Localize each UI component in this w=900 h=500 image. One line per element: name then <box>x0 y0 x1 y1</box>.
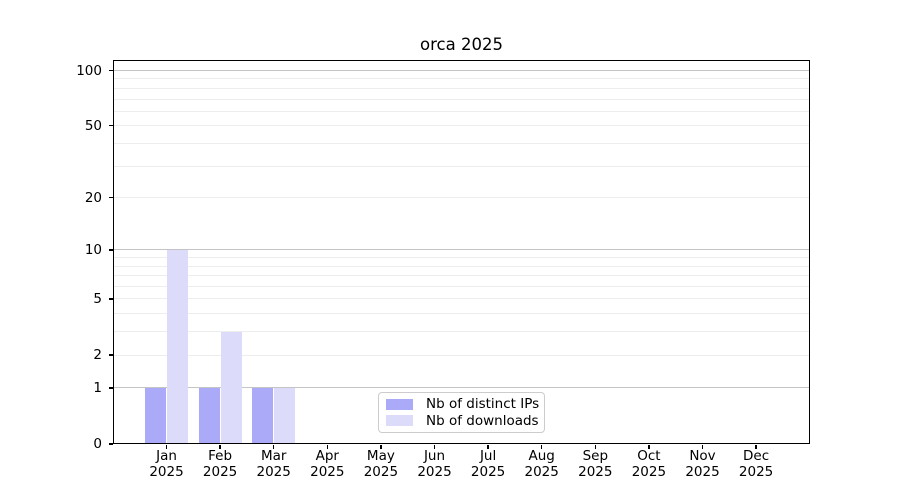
bar-downloads-feb <box>220 331 242 444</box>
x-tick <box>326 445 328 449</box>
gridline-minor <box>114 286 810 288</box>
legend-entry: Nb of distinct IPs <box>386 396 540 413</box>
bar-distinct-ips-jan <box>145 387 166 444</box>
x-tick-label: Oct 2025 <box>631 448 667 480</box>
y-tick <box>109 196 113 199</box>
x-tick-label: May 2025 <box>363 448 399 480</box>
gridline-minor <box>114 98 810 100</box>
x-tick <box>487 445 489 449</box>
gridline-minor <box>114 110 810 112</box>
y-tick-label: 50 <box>84 117 102 134</box>
legend-label: Nb of downloads <box>426 412 539 429</box>
x-tick <box>219 445 221 449</box>
gridline-minor <box>114 197 810 199</box>
y-tick <box>109 443 113 445</box>
x-tick-label: Nov 2025 <box>685 448 720 480</box>
y-tick <box>109 354 113 356</box>
x-tick-label: Sep 2025 <box>578 448 613 480</box>
x-tick <box>273 445 275 449</box>
y-tick-label: 2 <box>93 347 102 364</box>
legend-swatch <box>386 415 413 427</box>
gridline-minor <box>114 125 810 127</box>
x-tick-label: Jun 2025 <box>417 448 452 480</box>
y-tick <box>109 125 113 127</box>
bar-downloads-jan <box>167 249 188 444</box>
y-tick <box>109 387 113 389</box>
gridline-major <box>114 387 810 389</box>
plot-frame <box>113 60 810 444</box>
legend: Nb of distinct IPs Nb of downloads <box>378 392 545 433</box>
chart-title: orca 2025 <box>420 35 503 54</box>
gridline-minor <box>114 298 810 300</box>
y-tick <box>109 298 113 300</box>
gridline-minor <box>114 257 810 259</box>
x-tick <box>648 445 650 449</box>
x-tick-label: Jul 2025 <box>470 448 506 480</box>
x-tick <box>165 445 168 449</box>
gridline-minor <box>114 78 810 80</box>
y-tick-label: 100 <box>76 62 102 79</box>
gridline-minor <box>114 265 810 267</box>
legend-entry: Nb of downloads <box>386 412 539 430</box>
x-tick-label: Jan 2025 <box>149 448 184 480</box>
x-tick <box>433 445 436 449</box>
gridline-major <box>114 249 810 251</box>
x-tick-label: Aug 2025 <box>524 448 559 480</box>
gridline-minor <box>114 354 810 356</box>
y-tick-label: 0 <box>93 436 102 452</box>
gridline-minor <box>114 165 810 167</box>
gridline-minor <box>114 331 810 333</box>
x-tick <box>380 445 382 449</box>
bar-distinct-ips-feb <box>198 387 220 444</box>
x-tick-label: Mar 2025 <box>256 448 291 480</box>
y-tick-label: 1 <box>93 379 102 396</box>
gridline-minor <box>114 142 810 144</box>
gridline-minor <box>114 313 810 315</box>
x-tick-label: Dec 2025 <box>738 448 774 480</box>
gridline-minor <box>114 87 810 89</box>
x-tick <box>701 445 704 449</box>
bar-distinct-ips-mar <box>252 387 274 444</box>
x-tick <box>594 445 596 449</box>
bar-downloads-mar <box>274 387 296 444</box>
gridline-major <box>114 70 810 71</box>
y-tick <box>109 69 113 72</box>
y-tick-label: 20 <box>84 189 102 206</box>
legend-label: Nb of distinct IPs <box>426 396 540 413</box>
gridline-minor <box>114 275 810 277</box>
x-tick-label: Feb 2025 <box>202 448 238 480</box>
x-tick <box>755 445 757 449</box>
y-tick <box>109 249 113 251</box>
y-tick-label: 10 <box>84 241 102 258</box>
x-tick <box>541 445 543 449</box>
x-tick-label: Apr 2025 <box>310 448 345 480</box>
legend-swatch <box>386 398 413 410</box>
y-tick-label: 5 <box>93 290 102 307</box>
